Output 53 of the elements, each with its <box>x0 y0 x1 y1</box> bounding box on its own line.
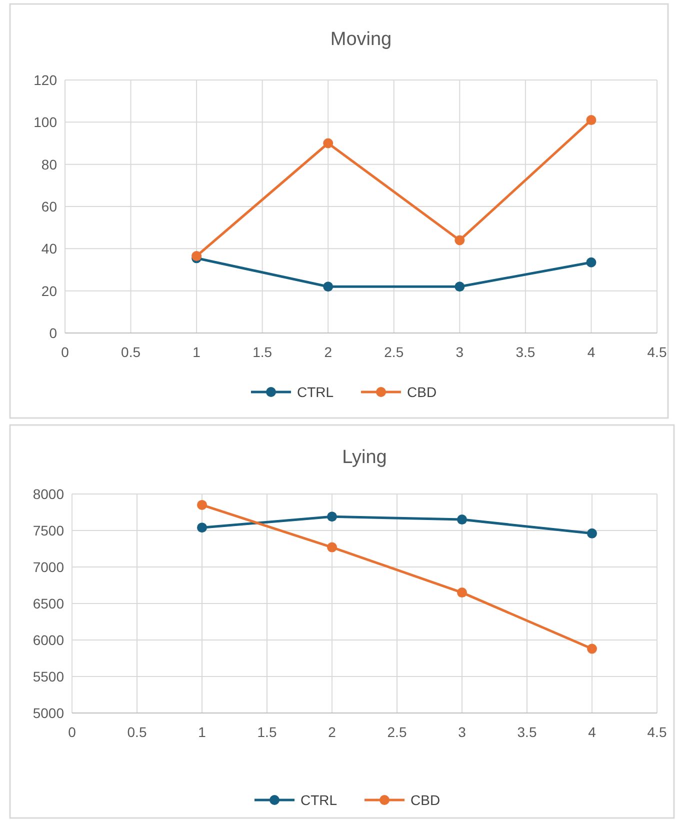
x-tick-label: 0 <box>68 724 76 740</box>
x-tick-label: 3.5 <box>516 344 536 360</box>
x-tick-label: 2.5 <box>384 344 404 360</box>
y-tick-label: 5500 <box>32 668 64 684</box>
chart-title: Lying <box>342 447 387 468</box>
x-tick-label: 1.5 <box>257 724 277 740</box>
x-tick-label: 2.5 <box>387 724 407 740</box>
x-tick-label: 1.5 <box>252 344 272 360</box>
x-tick-label: 4 <box>587 344 596 360</box>
x-tick-label: 4.5 <box>647 724 667 740</box>
x-tick-label: 0.5 <box>127 724 147 740</box>
y-tick-label: 80 <box>41 156 58 172</box>
chart-title: Moving <box>330 29 392 50</box>
point <box>454 282 465 292</box>
y-tick-label: 40 <box>41 240 58 257</box>
point <box>457 514 467 525</box>
point <box>197 522 207 533</box>
point <box>323 282 334 292</box>
x-tick-label: 1 <box>198 724 206 740</box>
point <box>327 512 337 522</box>
point <box>197 500 207 510</box>
x-tick-label: 2 <box>328 724 336 740</box>
x-tick-label: 3 <box>458 724 466 740</box>
y-tick-label: 6500 <box>32 596 64 612</box>
x-tick-label: 1 <box>192 344 201 360</box>
y-tick-label: 100 <box>34 114 58 130</box>
point <box>586 257 596 268</box>
y-tick-label: 20 <box>41 282 58 299</box>
legend-label: CTRL <box>297 384 334 400</box>
point <box>587 528 597 538</box>
x-tick-label: 0.5 <box>121 344 141 360</box>
point <box>587 644 597 654</box>
y-tick-label: 7000 <box>32 559 64 575</box>
y-tick-label: 120 <box>34 72 58 88</box>
x-tick-label: 3.5 <box>517 724 537 740</box>
x-tick-label: 2 <box>324 344 332 360</box>
x-tick-label: 4 <box>588 724 596 740</box>
point <box>457 588 467 598</box>
legend-label: CBD <box>410 792 440 808</box>
y-tick-label: 5000 <box>32 705 64 721</box>
legend-label: CBD <box>407 384 437 400</box>
point <box>327 542 337 552</box>
y-tick-label: 6000 <box>32 632 64 648</box>
y-tick-label: 8000 <box>32 486 64 502</box>
point <box>586 115 596 126</box>
x-tick-label: 4.5 <box>647 344 667 360</box>
y-tick-label: 0 <box>49 325 58 341</box>
point <box>323 138 334 148</box>
point <box>454 235 465 246</box>
y-tick-label: 7500 <box>32 522 64 538</box>
y-tick-label: 60 <box>41 198 58 214</box>
legend-label: CTRL <box>300 792 338 808</box>
x-tick-label: 3 <box>456 344 464 360</box>
